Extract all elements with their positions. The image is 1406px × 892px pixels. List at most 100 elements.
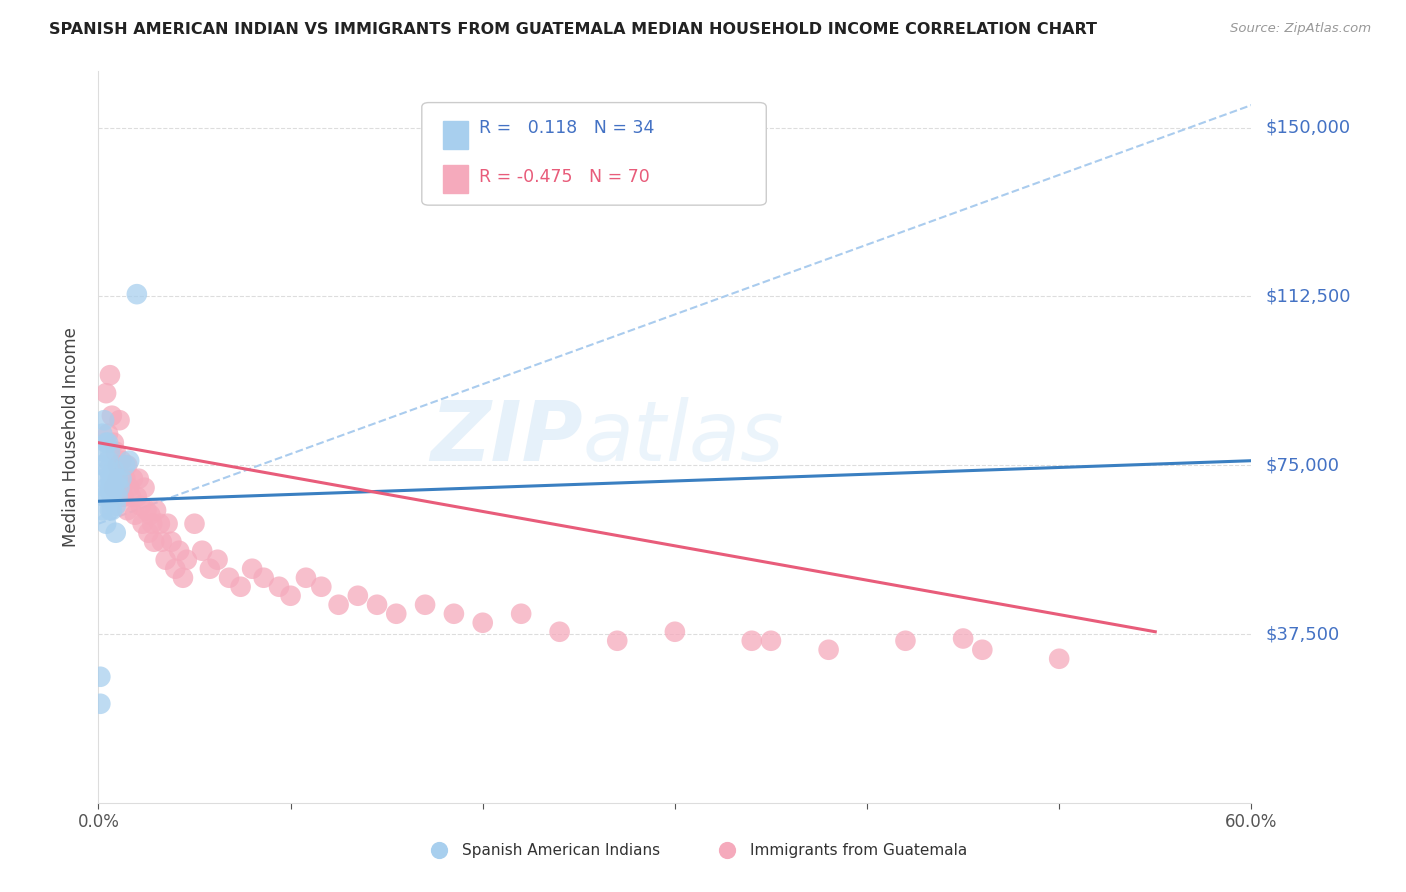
Point <box>139 508 162 522</box>
Point <box>89 697 111 711</box>
Point <box>165 562 187 576</box>
Point <box>125 287 148 301</box>
Point <box>1135 796 1157 810</box>
Point <box>93 490 115 504</box>
Point <box>366 598 388 612</box>
Text: Source: ZipAtlas.com: Source: ZipAtlas.com <box>1230 22 1371 36</box>
Point <box>240 562 263 576</box>
Point <box>548 624 571 639</box>
Point <box>101 409 124 423</box>
Point <box>138 525 160 540</box>
Point <box>664 624 686 639</box>
Point <box>207 553 229 567</box>
Point <box>110 453 132 467</box>
Point <box>93 444 115 458</box>
Point <box>97 463 120 477</box>
Point <box>103 481 125 495</box>
Point <box>443 607 465 621</box>
Point <box>124 508 146 522</box>
Point <box>93 472 115 486</box>
Point <box>128 472 150 486</box>
Point <box>131 516 153 531</box>
Point <box>112 490 135 504</box>
Point <box>413 598 436 612</box>
Point <box>101 503 124 517</box>
Point <box>155 553 177 567</box>
Point <box>107 472 129 486</box>
Point <box>218 571 240 585</box>
Point <box>156 516 179 531</box>
Point <box>91 458 114 473</box>
Point <box>97 426 120 441</box>
Point <box>101 472 124 486</box>
Point <box>510 607 533 621</box>
Point <box>93 413 115 427</box>
Point <box>253 571 276 585</box>
Point <box>606 633 628 648</box>
Point <box>149 516 172 531</box>
Point <box>122 472 145 486</box>
Point <box>94 516 117 531</box>
Point <box>118 453 141 467</box>
Text: $112,500: $112,500 <box>1265 287 1351 305</box>
Point <box>97 435 120 450</box>
Point <box>176 553 198 567</box>
Point <box>104 444 127 458</box>
Point <box>952 632 974 646</box>
Point <box>471 615 494 630</box>
Point <box>117 458 139 473</box>
Point <box>347 589 370 603</box>
Point <box>141 516 163 531</box>
Point <box>91 426 114 441</box>
Point <box>107 490 129 504</box>
Point <box>759 633 782 648</box>
Point <box>117 503 139 517</box>
Point <box>94 435 117 450</box>
Point <box>229 580 252 594</box>
Point <box>295 571 318 585</box>
Point <box>103 481 125 495</box>
Point <box>198 562 221 576</box>
Point <box>125 490 148 504</box>
Point <box>94 386 117 401</box>
Point <box>150 534 173 549</box>
Point <box>103 435 125 450</box>
Point <box>817 642 839 657</box>
Point <box>160 534 183 549</box>
Point <box>110 472 132 486</box>
Point <box>114 458 136 473</box>
Point <box>89 670 111 684</box>
Point <box>167 543 190 558</box>
Point <box>108 413 131 427</box>
Point <box>385 607 408 621</box>
Point <box>94 481 117 495</box>
Text: R = -0.475   N = 70: R = -0.475 N = 70 <box>479 169 650 186</box>
Point <box>311 580 333 594</box>
Point <box>972 642 994 657</box>
Point <box>104 499 127 513</box>
Point <box>107 458 129 473</box>
Point <box>98 368 121 383</box>
Text: R =   0.118   N = 34: R = 0.118 N = 34 <box>479 119 655 136</box>
Point <box>107 472 129 486</box>
Point <box>894 633 917 648</box>
Text: $150,000: $150,000 <box>1265 119 1350 136</box>
Text: Immigrants from Guatemala: Immigrants from Guatemala <box>749 843 967 858</box>
Point <box>183 516 205 531</box>
Point <box>98 481 121 495</box>
Text: Spanish American Indians: Spanish American Indians <box>461 843 659 858</box>
Point <box>172 571 194 585</box>
Point <box>91 503 114 517</box>
Point <box>114 472 136 486</box>
Point <box>118 481 141 495</box>
Point <box>120 490 142 504</box>
Point <box>110 481 132 495</box>
Point <box>103 463 125 477</box>
Point <box>328 598 350 612</box>
Text: SPANISH AMERICAN INDIAN VS IMMIGRANTS FROM GUATEMALA MEDIAN HOUSEHOLD INCOME COR: SPANISH AMERICAN INDIAN VS IMMIGRANTS FR… <box>49 22 1097 37</box>
Point <box>1047 652 1070 666</box>
Point <box>104 525 127 540</box>
Point <box>134 481 156 495</box>
Point <box>741 633 763 648</box>
Point <box>267 580 290 594</box>
